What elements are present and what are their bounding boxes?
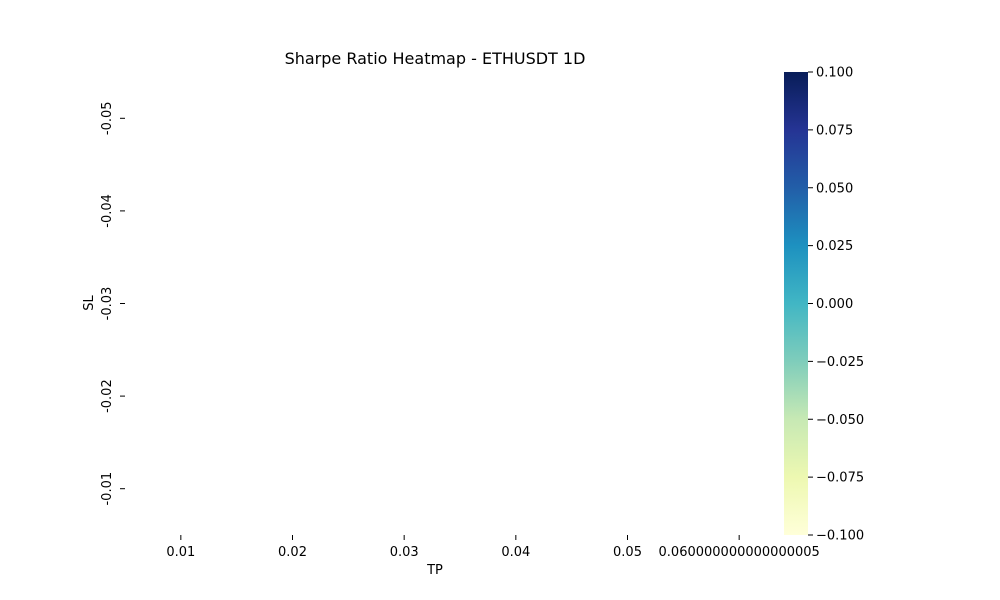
- chart-title: Sharpe Ratio Heatmap - ETHUSDT 1D: [285, 49, 586, 68]
- x-tick-label: 0.05: [613, 545, 642, 560]
- y-tick-label: -0.03: [100, 287, 115, 321]
- colorbar-tick-label: −0.050: [816, 413, 864, 428]
- y-tick-label: -0.02: [100, 379, 115, 413]
- x-axis: 0.01 0.02 0.03 0.04 0.05 0.060000000000000005: [166, 535, 820, 560]
- colorbar-tick-label: 0.100: [816, 66, 853, 81]
- colorbar-tick-label: 0.075: [816, 123, 853, 138]
- colorbar-gradient: [784, 72, 808, 535]
- y-axis-label: SL: [82, 294, 97, 310]
- colorbar-tick-label: 0.025: [816, 239, 853, 254]
- colorbar-tick-label: −0.025: [816, 355, 864, 370]
- y-tick-label: -0.04: [100, 194, 115, 228]
- y-tick-label: -0.01: [100, 472, 115, 506]
- x-tick-label: 0.01: [166, 545, 195, 560]
- x-tick-label: 0.02: [278, 545, 307, 560]
- x-tick-label: 0.03: [390, 545, 419, 560]
- x-tick-label: 0.04: [501, 545, 530, 560]
- y-axis: -0.05 -0.04 -0.03 -0.02 -0.01: [100, 101, 125, 506]
- x-axis-label: TP: [426, 563, 443, 578]
- y-tick-label: -0.05: [100, 101, 115, 135]
- colorbar-tick-label: −0.100: [816, 529, 864, 544]
- colorbar: 0.100 0.075 0.050 0.025 0.000 −0.025 −0.050 −0.…: [784, 66, 864, 544]
- x-tick-label: 0.060000000000000005: [659, 545, 820, 560]
- colorbar-tick-label: −0.075: [816, 471, 864, 486]
- colorbar-tick-label: 0.000: [816, 297, 853, 312]
- colorbar-tick-label: 0.050: [816, 181, 853, 196]
